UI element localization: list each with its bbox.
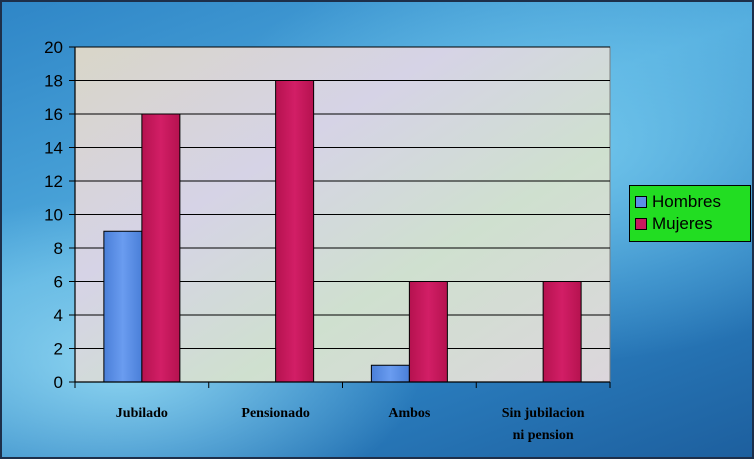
y-tick-label: 4	[54, 306, 63, 325]
legend-entry-hombres: Hombres	[630, 191, 750, 213]
bar-hombres-0	[103, 230, 143, 383]
y-tick-label: 0	[54, 373, 63, 392]
legend-swatch-hombres	[635, 196, 647, 208]
y-tick-label: 8	[54, 239, 63, 258]
legend-swatch-mujeres	[635, 218, 647, 230]
x-category-labels: Jubilado Pensionado Ambos Sin jubilacion ni …	[116, 406, 585, 443]
y-tick-label: 18	[44, 72, 63, 91]
bar-mujeres-3	[542, 281, 582, 383]
legend: Hombres Mujeres	[629, 185, 751, 242]
y-tick-label: 14	[44, 139, 63, 158]
y-tick-label: 20	[44, 38, 63, 57]
bar-mujeres-2	[408, 281, 448, 383]
bar-mujeres-0	[141, 113, 181, 383]
y-tick-labels: 0 2 4 6 8 10 12 14 16 18 20	[44, 38, 63, 392]
x-category-label: Pensionado	[241, 406, 309, 421]
x-category-label: Ambos	[388, 406, 431, 421]
x-category-label: Sin jubilacion	[502, 406, 585, 421]
legend-entry-mujeres: Mujeres	[630, 213, 750, 235]
y-tick-label: 16	[44, 105, 63, 124]
bar-hombres-2	[370, 364, 410, 383]
y-tick-label: 12	[44, 172, 63, 191]
y-tick-label: 6	[54, 273, 63, 292]
legend-label-hombres: Hombres	[652, 192, 721, 211]
y-tick-label: 2	[54, 340, 63, 359]
legend-label-mujeres: Mujeres	[652, 214, 713, 233]
axes	[69, 46, 611, 388]
x-category-label: Jubilado	[116, 406, 168, 421]
bar-mujeres-1	[275, 80, 315, 383]
y-tick-label: 10	[44, 206, 63, 225]
x-category-label: ni pension	[513, 428, 574, 443]
